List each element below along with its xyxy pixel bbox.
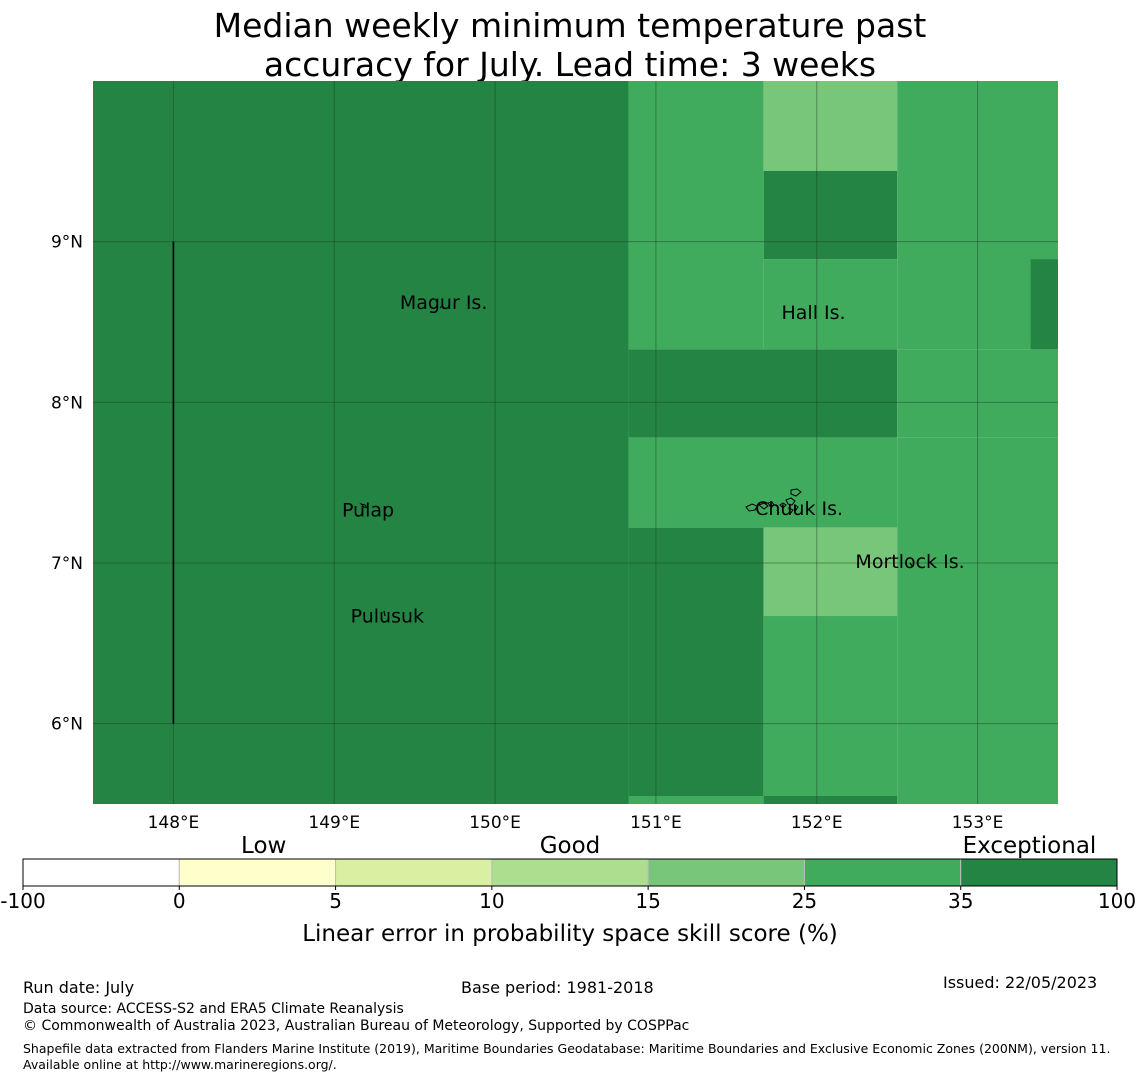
grid-cell-13: [763, 616, 898, 796]
latitude-tick-label: 7°N: [51, 554, 83, 574]
colorbar-tick-label: 25: [792, 889, 817, 913]
grid-cell-9: [628, 437, 898, 528]
island-outlines: [359, 304, 913, 617]
colorbar-tick-label: 15: [635, 889, 660, 913]
colorbar-segment: [491, 858, 649, 887]
mortlock-island-outline: [909, 562, 913, 567]
longitude-tick-label: 148°E: [148, 813, 200, 833]
colorbar-tick-label: 5: [329, 889, 342, 913]
longitude-tick-label: 150°E: [469, 813, 521, 833]
grid-cell-0: [93, 81, 629, 804]
place-label: Mortlock Is.: [855, 551, 964, 573]
place-label: Chuuk Is.: [755, 498, 843, 520]
graticule: [93, 81, 1058, 804]
place-label: Hall Is.: [781, 302, 845, 324]
colorbar-title: Linear error in probability space skill …: [302, 921, 838, 947]
grid-cell-8: [897, 349, 1058, 438]
chuuk-mark: [776, 509, 780, 514]
colorbar-tick-label: -100: [0, 889, 45, 913]
issued-date: Issued: 22/05/2023: [943, 973, 1098, 992]
base-period: Base period: 1981-2018: [461, 978, 654, 997]
title-line-1: Median weekly minimum temperature past: [213, 6, 927, 45]
place-label: Magur Is.: [400, 292, 488, 314]
pulusuk-island-outline: [383, 610, 386, 617]
colorbar-tick-label: 35: [948, 889, 973, 913]
place-labels: Magur Is. Hall Is. Pulap Chuuk Is. Mortlock …: [342, 292, 965, 627]
colorbar-segment: [178, 858, 337, 887]
title-line-2: accuracy for July. Lead time: 3 weeks: [263, 45, 877, 84]
grid-cell-11: [628, 527, 764, 804]
colorbar-segment: [335, 858, 493, 887]
colorbar-category-label: Exceptional: [963, 833, 1097, 859]
place-label: Pulap: [342, 499, 394, 521]
longitude-tick-label: 151°E: [630, 813, 682, 833]
longitude-tick-label: 152°E: [791, 813, 843, 833]
run-date: Run date: July: [23, 978, 135, 997]
skill-score-grid: [93, 81, 1058, 804]
colorbar-category-label: Low: [241, 833, 286, 859]
colorbar-segment: [803, 858, 962, 887]
grid-cell-2: [763, 81, 898, 171]
place-label: Pulusuk: [351, 605, 424, 627]
colorbar-tick-label: 0: [173, 889, 186, 913]
latitude-tick-label: 8°N: [51, 393, 83, 413]
grid-cell-10: [897, 437, 1058, 804]
grid-cell-4: [763, 259, 898, 350]
grid-cell-12: [763, 527, 898, 617]
chuuk-island-outline: [745, 488, 802, 516]
colorbar-segment: [647, 858, 805, 887]
data-source: Data source: ACCESS-S2 and ERA5 Climate …: [23, 1001, 404, 1017]
pulap-island-outline: [359, 503, 369, 509]
colorbar-tick-label: 10: [479, 889, 504, 913]
grid-cell-1: [628, 81, 764, 350]
shapefile-credit: Shapefile data extracted from Flanders M…: [23, 1041, 1111, 1072]
grid-cell-7: [628, 349, 898, 438]
grid-cell-15: [763, 795, 898, 804]
colorbar-segment: [960, 858, 1118, 887]
longitude-tick-label: 153°E: [952, 813, 1004, 833]
grid-cell-14: [628, 795, 764, 804]
page-title: Median weekly minimum temperature past a…: [0, 6, 1140, 84]
colorbar-frame: [22, 858, 1118, 887]
axis-tick-labels: 148°E 149°E 150°E 151°E 152°E 153°E 9°N 8°N 7°N 6…: [51, 233, 1003, 833]
latitude-tick-label: 6°N: [51, 715, 83, 735]
latitude-tick-label: 9°N: [51, 233, 83, 253]
map-figure: Magur Is. Hall Is. Pulap Chuuk Is. Mortlock …: [0, 81, 1136, 947]
magur-island-outline: [439, 304, 444, 309]
longitude-tick-label: 149°E: [308, 813, 360, 833]
colorbar-tick-label: 100: [1098, 889, 1136, 913]
grid-cell-6: [1030, 259, 1058, 350]
colorbar-segment: [22, 858, 180, 887]
copyright: © Commonwealth of Australia 2023, Austra…: [23, 1018, 690, 1034]
colorbar-category-label: Good: [540, 833, 601, 859]
grid-cell-3: [763, 170, 898, 260]
colorbar: -100 0 5 10 15 25 35 100 Low Good Exceptional Linea…: [0, 833, 1136, 947]
